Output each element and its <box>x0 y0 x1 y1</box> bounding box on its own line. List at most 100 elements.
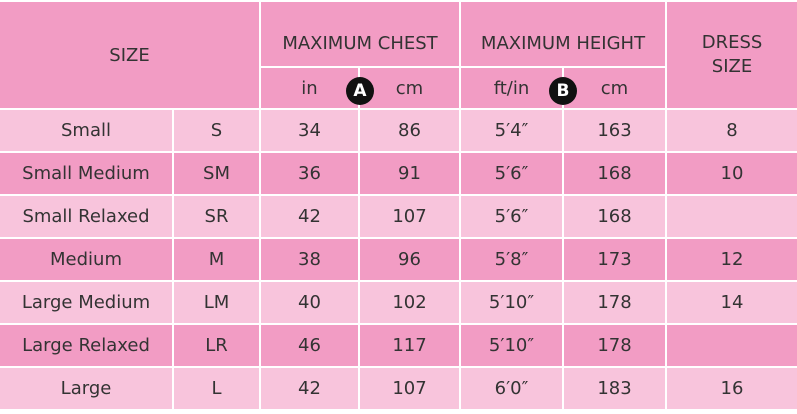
cell-text: 107 <box>392 378 427 399</box>
table-cell: 168 <box>564 196 665 237</box>
cell-text: 42 <box>298 378 321 399</box>
table-cell: 12 <box>667 239 797 280</box>
header-text: SIZE <box>109 44 150 66</box>
table-cell: 6′0″ <box>461 368 562 409</box>
cell-text: 5′8″ <box>494 249 529 270</box>
cell-text: 40 <box>298 292 321 313</box>
unit-header: in <box>261 68 358 108</box>
cell-text: 5′10″ <box>488 335 535 356</box>
cell-text: LR <box>205 335 228 356</box>
table-cell: 40 <box>261 282 358 323</box>
cell-text: 5′10″ <box>488 292 535 313</box>
badge: B <box>549 77 577 105</box>
table-cell: L <box>174 368 259 409</box>
cell-text: SM <box>203 163 230 184</box>
table-cell: 117 <box>360 325 459 366</box>
cell-text: 102 <box>392 292 427 313</box>
cell-text: 6′0″ <box>494 378 529 399</box>
cell-text: 183 <box>597 378 632 399</box>
table-cell: 107 <box>360 196 459 237</box>
unit-header: cm <box>360 68 459 108</box>
table-cell: 5′6″ <box>461 196 562 237</box>
table-cell: 178 <box>564 282 665 323</box>
cell-text: M <box>208 249 225 270</box>
table-cell: 178 <box>564 325 665 366</box>
cell-text: 8 <box>726 120 738 141</box>
height-header: MAXIMUM HEIGHT <box>461 2 665 66</box>
cell-text: L <box>211 378 222 399</box>
cell-text: 10 <box>720 163 744 184</box>
cell-text: 107 <box>392 206 427 227</box>
cell-text: Small Relaxed <box>22 206 150 227</box>
table-cell: Small Medium <box>0 153 172 194</box>
cell-text: 34 <box>298 120 321 141</box>
table-cell: 173 <box>564 239 665 280</box>
cell-text: 178 <box>597 292 632 313</box>
chest-header: MAXIMUM CHEST <box>261 2 459 66</box>
cell-text: 168 <box>597 163 632 184</box>
cell-text: 46 <box>298 335 321 356</box>
table-cell: Small Relaxed <box>0 196 172 237</box>
table-cell <box>667 325 797 366</box>
table-cell: SM <box>174 153 259 194</box>
table-cell: 107 <box>360 368 459 409</box>
table-cell: 163 <box>564 110 665 151</box>
cell-text: 36 <box>298 163 321 184</box>
cell-text: LM <box>203 292 230 313</box>
cell-text: 42 <box>298 206 321 227</box>
badge: A <box>346 77 374 105</box>
table-cell: 38 <box>261 239 358 280</box>
cell-text: Small Medium <box>22 163 150 184</box>
table-cell: Large Relaxed <box>0 325 172 366</box>
header-text: DRESS SIZE <box>701 32 763 77</box>
table-cell: LR <box>174 325 259 366</box>
cell-text: SR <box>204 206 229 227</box>
cell-text: 168 <box>597 206 632 227</box>
table-cell: SR <box>174 196 259 237</box>
cell-text: 96 <box>398 249 421 270</box>
header-text: MAXIMUM HEIGHT <box>480 32 646 54</box>
unit-header: cm <box>564 68 665 108</box>
cell-text: 91 <box>398 163 421 184</box>
table-cell: 96 <box>360 239 459 280</box>
cell-text: 14 <box>720 292 744 313</box>
table-cell: 5′10″ <box>461 325 562 366</box>
table-cell: 86 <box>360 110 459 151</box>
unit-text: ft/in <box>493 77 530 99</box>
table-cell: Medium <box>0 239 172 280</box>
cell-text: Medium <box>50 249 122 270</box>
table-cell: Large <box>0 368 172 409</box>
cell-text: 12 <box>720 249 744 270</box>
cell-text: 178 <box>597 335 632 356</box>
table-cell: 183 <box>564 368 665 409</box>
table-cell: 46 <box>261 325 358 366</box>
cell-text: S <box>210 120 223 141</box>
table-cell: Large Medium <box>0 282 172 323</box>
dress-header: DRESS SIZE <box>667 2 797 108</box>
table-cell: 8 <box>667 110 797 151</box>
table-cell: 168 <box>564 153 665 194</box>
table-cell <box>667 196 797 237</box>
table-cell: 14 <box>667 282 797 323</box>
table-cell: LM <box>174 282 259 323</box>
table-cell: 5′10″ <box>461 282 562 323</box>
cell-text: 163 <box>597 120 632 141</box>
table-cell: 91 <box>360 153 459 194</box>
unit-text: in <box>301 77 318 99</box>
table-cell: 16 <box>667 368 797 409</box>
table-cell: Small <box>0 110 172 151</box>
unit-text: cm <box>600 77 629 99</box>
table-cell: 5′8″ <box>461 239 562 280</box>
table-cell: 34 <box>261 110 358 151</box>
cell-text: 16 <box>720 378 744 399</box>
cell-text: 38 <box>298 249 321 270</box>
cell-text: 5′4″ <box>494 120 529 141</box>
cell-text: 5′6″ <box>494 206 529 227</box>
unit-header: ft/in <box>461 68 562 108</box>
table-cell: 42 <box>261 368 358 409</box>
cell-text: 117 <box>392 335 427 356</box>
cell-text: Small <box>61 120 111 141</box>
table-cell: 10 <box>667 153 797 194</box>
size-header: SIZE <box>0 2 259 108</box>
